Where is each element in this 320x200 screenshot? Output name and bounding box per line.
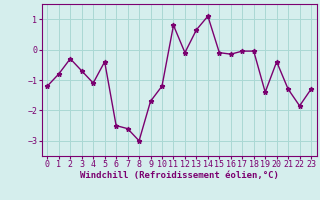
- X-axis label: Windchill (Refroidissement éolien,°C): Windchill (Refroidissement éolien,°C): [80, 171, 279, 180]
